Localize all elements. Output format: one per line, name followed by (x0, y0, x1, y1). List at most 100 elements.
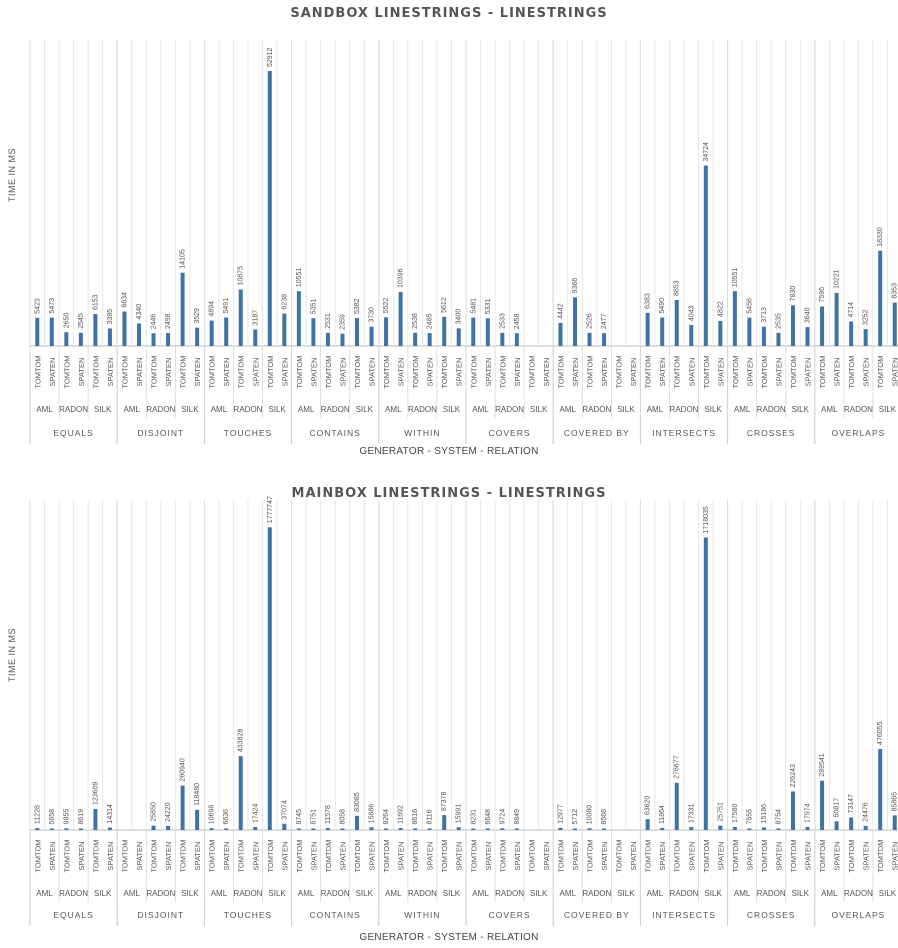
generator-label: SILK (268, 405, 286, 414)
bar (718, 320, 723, 346)
bar (253, 827, 258, 830)
bar (791, 791, 795, 830)
bar (35, 317, 40, 346)
bar (689, 827, 694, 830)
data-label: 1718035 (703, 506, 710, 533)
data-label: 2533 (499, 313, 506, 329)
bar (500, 332, 505, 346)
bar (442, 815, 447, 830)
system-label: TOMTOM (527, 839, 536, 872)
relation-label: WITHIN (404, 910, 440, 920)
plot-area: EQUALS AML RADON SILK TOMTOM 11228 SPATEN 5658 T… (29, 496, 898, 926)
bar (253, 329, 258, 346)
system-label: TOMTOM (411, 355, 420, 388)
bar (78, 828, 83, 830)
system-label: SPATEN (774, 842, 783, 871)
system-label: SPATEN (368, 842, 377, 871)
data-label: 289541 (819, 753, 826, 776)
generator-label: SILK (530, 889, 548, 898)
system-label: SPATEN (716, 842, 725, 871)
data-label: 10080 (587, 805, 594, 825)
relation-label: DISJOINT (137, 428, 184, 438)
system-label: TOMTOM (295, 839, 304, 872)
system-label: SPATEN (222, 842, 231, 871)
bar (209, 828, 214, 830)
bar (224, 828, 229, 830)
data-label: 63620 (645, 796, 652, 816)
bar (820, 780, 825, 830)
data-label: 8353 (892, 283, 898, 299)
system-label: TOMTOM (644, 839, 653, 872)
system-label: TOMTOM (498, 839, 507, 872)
relation-label: COVERS (489, 428, 531, 438)
system-label: TOMTOM (556, 355, 565, 388)
data-label: 433828 (238, 729, 245, 752)
system-label: TOMTOM (469, 839, 478, 872)
mainbox-chart: MAINBOX LINESTRINGS - LINESTRINGS TIME I… (0, 480, 898, 948)
generator-label: AML (211, 405, 228, 414)
generator-label: RADON (844, 405, 873, 414)
data-label: 5522 (383, 298, 390, 314)
system-label: SPATEN (77, 842, 86, 871)
relation-label: CONTAINS (310, 910, 361, 920)
bar (296, 291, 301, 346)
sandbox-chart: SANDBOX LINESTRINGS - LINESTRINGS TIME I… (7, 6, 898, 457)
data-label: 10551 (296, 268, 303, 288)
data-label: 2498 (165, 313, 172, 329)
bar (602, 333, 607, 346)
generator-label: AML (734, 889, 751, 898)
system-label: TOMTOM (33, 839, 42, 872)
bar (398, 828, 403, 830)
data-label: 6648 (485, 809, 492, 825)
system-label: TOMTOM (876, 355, 885, 388)
system-label: SPATEN (804, 842, 813, 871)
data-label: 6153 (92, 294, 99, 310)
bar (369, 827, 374, 830)
data-label: 8619 (78, 809, 85, 825)
relation-label: DISJOINT (137, 910, 184, 920)
generator-label: RADON (670, 405, 699, 414)
system-label: SPATEN (135, 358, 144, 387)
system-label: SPATEN (164, 842, 173, 871)
data-label: 5473 (49, 298, 56, 314)
bar (558, 827, 563, 830)
data-label: 11864 (659, 805, 666, 824)
system-label: SPATEN (891, 358, 898, 387)
generator-label: AML (36, 405, 53, 414)
generator-label: SILK (94, 405, 112, 414)
bar (573, 828, 577, 830)
bar (195, 327, 200, 346)
data-label: 4822 (717, 301, 724, 317)
system-label: SPATEN (571, 842, 580, 871)
data-label: 8853 (674, 280, 681, 296)
data-label: 9366 (572, 278, 579, 294)
system-label: SPATEN (397, 358, 406, 387)
data-label: 5331 (485, 299, 492, 315)
system-label: TOMTOM (673, 839, 682, 872)
system-label: SPATEN (716, 358, 725, 387)
bar (64, 828, 69, 830)
generator-label: AML (647, 405, 664, 414)
system-label: TOMTOM (382, 839, 391, 872)
bar (267, 71, 272, 346)
bar (761, 326, 766, 346)
data-label: 3640 (805, 307, 812, 323)
data-label: 17424 (252, 803, 259, 823)
system-label: SPATEN (193, 842, 202, 871)
bar (413, 828, 418, 830)
relation-label: COVERED BY (564, 428, 630, 438)
bar (384, 828, 389, 830)
system-label: TOMTOM (731, 839, 740, 872)
x-axis-title: GENERATOR - SYSTEM - RELATION (359, 932, 539, 943)
system-label: SPATEN (629, 842, 638, 871)
relation-label: WITHIN (404, 428, 440, 438)
system-label: SPATEN (251, 358, 260, 387)
relation-label: COVERS (489, 910, 531, 920)
data-label: 10396 (398, 268, 405, 288)
data-label: 5382 (354, 298, 361, 314)
system-label: SPATEN (687, 842, 696, 871)
data-label: 3713 (761, 307, 768, 323)
bar (558, 322, 563, 346)
system-label: SPATEN (106, 842, 115, 871)
bar (180, 272, 185, 346)
